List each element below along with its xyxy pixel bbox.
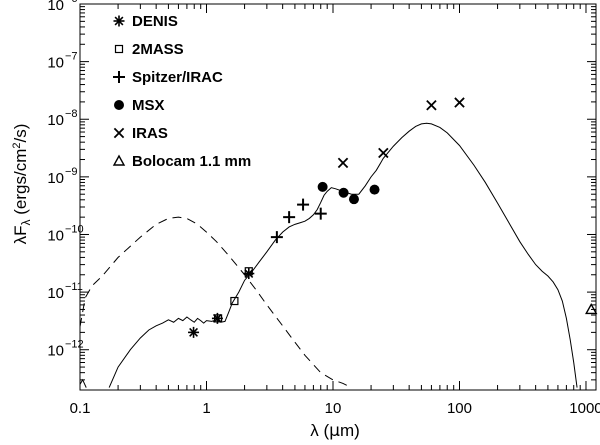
y-tick-exponent: −11 bbox=[65, 281, 83, 293]
y-tick-label: 10 bbox=[47, 227, 64, 244]
dashed-model-curve bbox=[80, 216, 352, 389]
2mass-point bbox=[213, 314, 223, 323]
msx-point bbox=[348, 194, 359, 205]
x-tick-label: 1 bbox=[202, 400, 210, 417]
legend-marker-msx bbox=[114, 100, 124, 110]
legend-label-iras: IRAS bbox=[132, 125, 168, 142]
legend-label-denis: DENIS bbox=[132, 13, 178, 30]
y-tick-label: 10 bbox=[47, 55, 64, 72]
legend-marker-denis bbox=[113, 15, 125, 27]
spitzer-irac-point bbox=[283, 211, 296, 224]
spitzer-irac-point bbox=[314, 207, 327, 220]
legend-label-bolocam-1-1-mm: Bolocam 1.1 mm bbox=[132, 153, 251, 170]
solid-model-curve bbox=[80, 378, 87, 388]
iras-point bbox=[378, 147, 389, 159]
y-axis-label: λFλ (ergs/cm2/s) bbox=[11, 124, 33, 245]
plot-frame bbox=[79, 3, 597, 391]
legend: DENIS 2MASS Spitzer/IRAC MSX IRAS Bolocam 1.1… bbox=[112, 13, 251, 170]
iras-point bbox=[337, 157, 349, 169]
y-tick-exponent: −9 bbox=[65, 166, 78, 178]
y-tick-exponent: −10 bbox=[65, 223, 84, 235]
legend-label-2mass: 2MASS bbox=[132, 41, 184, 58]
2mass-point bbox=[230, 296, 239, 306]
iras-point bbox=[426, 100, 437, 111]
x-tick-label: 1000 bbox=[569, 400, 600, 417]
y-tick-label: 10 bbox=[47, 170, 64, 187]
spitzer-irac-point bbox=[270, 231, 283, 244]
data-markers bbox=[188, 97, 598, 338]
legend-marker-iras bbox=[113, 127, 125, 139]
x-tick-label: 0.1 bbox=[70, 400, 91, 417]
x-tick-label: 100 bbox=[447, 400, 472, 417]
solid-model-curve bbox=[108, 122, 578, 388]
legend-marker-bolocam-1-1-mm bbox=[112, 154, 126, 166]
legend-label-spitzer-irac: Spitzer/IRAC bbox=[132, 69, 223, 86]
axes: 0.1 1 10 100 100010−1210−1110−1010−910−810−7… bbox=[47, 0, 600, 417]
2mass-point bbox=[244, 267, 253, 276]
y-tick-exponent: −8 bbox=[65, 108, 78, 120]
denis-point bbox=[188, 326, 200, 338]
y-tick-label: 10 bbox=[47, 112, 64, 129]
y-tick-label: 10 bbox=[47, 343, 64, 360]
y-tick-label: 10 bbox=[47, 0, 64, 14]
y-tick-label: 10 bbox=[47, 285, 64, 302]
y-tick-exponent: −12 bbox=[65, 339, 84, 351]
msx-point bbox=[369, 184, 380, 195]
legend-marker-spitzer-irac bbox=[113, 71, 125, 83]
y-tick-exponent: −6 bbox=[65, 0, 78, 5]
msx-point bbox=[317, 181, 328, 192]
y-tick-exponent: −7 bbox=[65, 51, 78, 63]
legend-marker-2mass bbox=[114, 44, 124, 54]
x-tick-label: 10 bbox=[325, 400, 342, 417]
spitzer-irac-point bbox=[297, 198, 310, 211]
legend-label-msx: MSX bbox=[132, 97, 165, 114]
x-axis-label: λ (μm) bbox=[310, 421, 360, 441]
msx-point bbox=[338, 187, 349, 198]
iras-point bbox=[454, 97, 465, 108]
